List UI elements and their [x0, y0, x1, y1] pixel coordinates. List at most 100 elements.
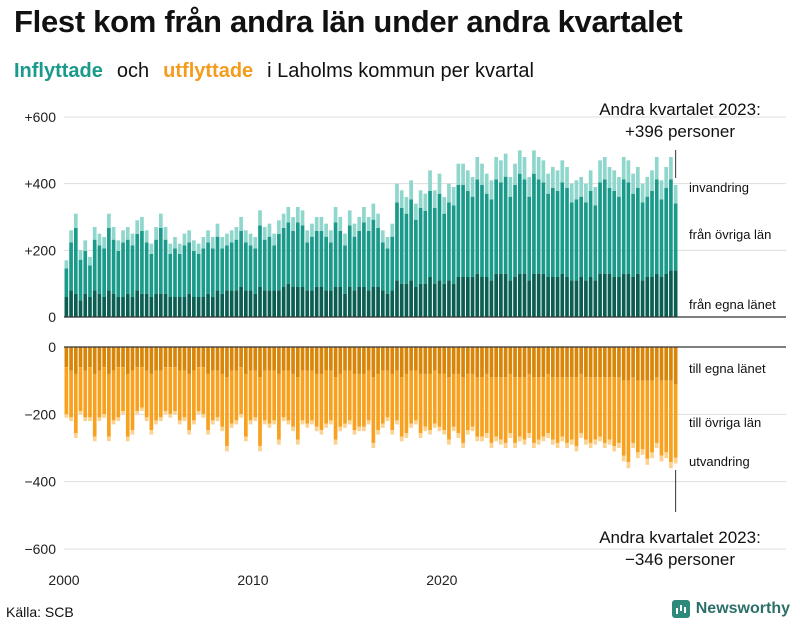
bar-in-own: [366, 290, 371, 317]
y-tick-label: +200: [24, 242, 56, 258]
bar-in-own: [480, 277, 484, 317]
bar-out-other: [428, 373, 432, 431]
newsworthy-logo: Newsworthy: [671, 600, 790, 618]
bar-in-immigration: [385, 237, 390, 249]
bar-in-own: [187, 293, 191, 317]
bar-in-own: [225, 290, 229, 317]
bar-out-own: [484, 347, 489, 374]
bar-out-own: [88, 347, 92, 368]
bar-in-other: [489, 199, 494, 281]
bar-out-other: [551, 377, 555, 440]
bar-in-own: [73, 293, 78, 317]
bar-in-immigration: [428, 170, 432, 191]
bar-out-other: [121, 367, 125, 411]
bar-in-own: [201, 297, 206, 317]
bar-in-own: [465, 277, 470, 317]
bar-out-other: [395, 370, 399, 421]
bar-out-own: [83, 347, 88, 371]
bar-in-immigration: [541, 160, 546, 183]
y-tick-label: +600: [24, 109, 56, 125]
bar-out-emigration: [154, 420, 158, 425]
bar-in-other: [107, 228, 111, 291]
bar-out-other: [281, 370, 286, 418]
bar-out-own: [362, 347, 366, 374]
bar-out-own: [347, 347, 352, 371]
bar-in-other: [92, 239, 97, 291]
bar-out-emigration: [508, 433, 513, 438]
bar-out-other: [399, 377, 404, 437]
bar-out-own: [248, 347, 253, 371]
bar-out-emigration: [418, 433, 423, 438]
bar-in-own: [277, 290, 281, 317]
bar-out-own: [168, 347, 173, 368]
bar-in-immigration: [329, 230, 333, 243]
bar-out-emigration: [645, 458, 650, 465]
bar-out-other: [196, 367, 201, 411]
bar-out-emigration: [621, 455, 626, 462]
bar-out-own: [324, 347, 328, 371]
bar-out-emigration: [380, 423, 385, 428]
bar-out-own: [432, 347, 437, 371]
bar-in-own: [503, 273, 508, 317]
bar-in-immigration: [310, 223, 314, 237]
bar-in-own: [399, 283, 404, 317]
bar-in-immigration: [267, 223, 272, 237]
bar-in-other: [182, 245, 187, 297]
bar-in-immigration: [319, 217, 324, 231]
bar-out-other: [201, 367, 206, 414]
bar-in-other: [329, 242, 333, 291]
bar-in-own: [484, 277, 489, 317]
bar-in-own: [475, 273, 480, 317]
bar-out-emigration: [272, 420, 277, 425]
bar-out-own: [135, 347, 140, 368]
bar-out-emigration: [560, 436, 565, 442]
bar-out-own: [517, 347, 522, 378]
bar-in-own: [291, 287, 295, 317]
bar-out-emigration: [187, 430, 191, 435]
bar-out-own: [210, 347, 215, 371]
bar-in-immigration: [664, 167, 669, 188]
bar-out-other: [470, 373, 475, 427]
bar-in-other: [286, 222, 291, 284]
bar-in-immigration: [121, 230, 125, 243]
bar-out-other: [187, 373, 191, 431]
bar-in-immigration: [654, 157, 659, 180]
bar-in-immigration: [125, 227, 130, 240]
bar-out-own: [158, 347, 163, 371]
bar-in-other: [168, 254, 173, 297]
bar-in-own: [489, 280, 494, 317]
bar-in-own: [527, 280, 532, 317]
bar-in-other: [432, 208, 437, 284]
bar-in-immigration: [560, 160, 565, 183]
bar-out-emigration: [111, 420, 116, 425]
bar-in-other: [418, 208, 423, 284]
bar-out-emigration: [546, 433, 550, 438]
bar-out-other: [111, 370, 116, 421]
bar-in-immigration: [192, 240, 196, 251]
bar-in-other: [277, 234, 281, 291]
bar-out-own: [456, 347, 461, 374]
bar-in-other: [673, 203, 678, 271]
bar-in-own: [121, 297, 125, 317]
bar-out-emigration: [281, 417, 286, 422]
bar-in-own: [130, 297, 135, 317]
bar-in-own: [390, 290, 395, 317]
bar-in-other: [173, 248, 177, 297]
bar-in-immigration: [158, 213, 163, 228]
bar-out-other: [319, 373, 324, 431]
bar-in-own: [163, 293, 168, 317]
bar-out-other: [390, 373, 395, 431]
bar-out-emigration: [584, 439, 588, 445]
bar-in-own: [329, 290, 333, 317]
bar-out-other: [73, 373, 78, 434]
bar-in-other: [366, 231, 371, 291]
bar-out-other: [617, 377, 621, 443]
bar-in-other: [584, 202, 588, 281]
bar-in-other: [470, 196, 475, 277]
bar-in-own: [267, 290, 272, 317]
bar-out-own: [286, 347, 291, 371]
bar-in-immigration: [579, 177, 584, 197]
bar-out-other: [503, 377, 508, 443]
bar-in-other: [201, 248, 206, 297]
bar-out-emigration: [196, 410, 201, 415]
